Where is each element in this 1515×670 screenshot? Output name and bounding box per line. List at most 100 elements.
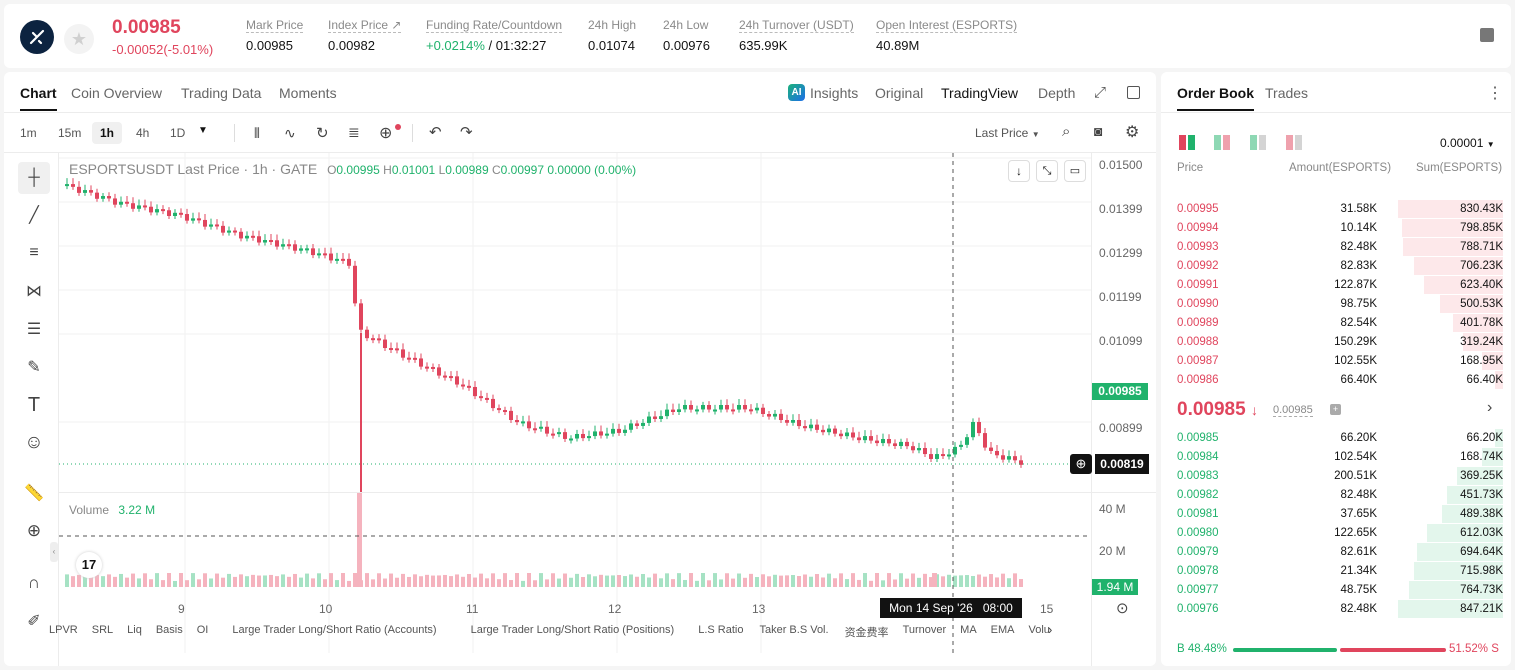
text-icon[interactable]: T xyxy=(27,393,41,416)
indicator-item[interactable]: OI xyxy=(196,624,209,636)
tab-trading-data[interactable]: Trading Data xyxy=(181,85,262,101)
expand-icon[interactable]: ⤢ xyxy=(1094,84,1107,101)
trend-line-icon[interactable]: ╱ xyxy=(29,207,39,224)
tab-moments[interactable]: Moments xyxy=(279,85,337,101)
ask-row[interactable]: 0.00991 122.87K 623.40K xyxy=(1173,276,1503,295)
brush-icon[interactable]: ✎ xyxy=(27,359,41,376)
ruler-icon[interactable]: 📏 xyxy=(24,485,44,502)
bid-row[interactable]: 0.00976 82.48K 847.21K xyxy=(1173,600,1503,619)
tf-4h[interactable]: 4h xyxy=(136,126,150,140)
indicator-item[interactable]: MA xyxy=(960,624,977,636)
chevron-right-icon[interactable]: › xyxy=(1487,399,1493,416)
bid-row[interactable]: 0.00982 82.48K 451.73K xyxy=(1173,486,1503,505)
view-split-icon[interactable] xyxy=(1214,135,1230,150)
indicator-item[interactable]: Turnover xyxy=(902,624,947,636)
view-bids-icon[interactable] xyxy=(1250,135,1266,150)
stat-label[interactable]: Index Price ↗ xyxy=(328,18,402,33)
bid-row[interactable]: 0.00977 48.75K 764.73K xyxy=(1173,581,1503,600)
ask-row[interactable]: 0.00993 82.48K 788.71K xyxy=(1173,238,1503,257)
emoji-icon[interactable]: ☺ xyxy=(24,432,44,453)
indicator-item[interactable]: Large Trader Long/Short Ratio (Positions… xyxy=(470,624,675,636)
tf-1h[interactable]: 1h xyxy=(92,122,123,144)
collapse-toolbar-icon[interactable]: ‹ xyxy=(50,542,58,562)
candle-body xyxy=(191,218,195,221)
indicator-item[interactable]: Large Trader Long/Short Ratio (Accounts) xyxy=(232,624,437,636)
redo-icon[interactable]: ↷ xyxy=(460,124,473,141)
tab-trades[interactable]: Trades xyxy=(1265,85,1309,101)
bid-row[interactable]: 0.00985 66.20K 66.20K xyxy=(1173,429,1503,448)
ask-row[interactable]: 0.00995 31.58K 830.43K xyxy=(1173,200,1503,219)
zoom-in-icon[interactable]: ⊕ xyxy=(26,521,42,540)
tab-order-book[interactable]: Order Book xyxy=(1177,85,1255,111)
camera-icon[interactable]: ◙ xyxy=(1094,123,1103,139)
bid-row[interactable]: 0.00981 37.65K 489.38K xyxy=(1173,505,1503,524)
tab-chart[interactable]: Chart xyxy=(20,85,57,111)
notes-icon[interactable] xyxy=(1480,28,1494,42)
stat-label[interactable]: Open Interest (ESPORTS) xyxy=(876,18,1018,33)
indicator-item[interactable]: Taker B.S Vol. xyxy=(759,624,829,636)
indicators-icon[interactable]: ∿ xyxy=(284,125,296,141)
add-indicator-icon[interactable]: ⊕ xyxy=(379,125,393,142)
magnet-icon[interactable]: ∩ xyxy=(27,573,41,592)
tradingview-logo[interactable]: 17 xyxy=(76,552,102,578)
view-asks-icon[interactable] xyxy=(1286,135,1302,150)
price-type-select[interactable]: Last Price ▼ xyxy=(975,126,1040,140)
tab-tradingview[interactable]: TradingView xyxy=(941,85,1019,101)
ask-row[interactable]: 0.00992 82.83K 706.23K xyxy=(1173,257,1503,276)
undo-icon[interactable]: ↶ xyxy=(429,124,442,141)
bid-row[interactable]: 0.00984 102.54K 168.74K xyxy=(1173,448,1503,467)
collapse-icon[interactable]: ⤡ xyxy=(1036,160,1058,182)
crosshair-icon[interactable]: ┼ xyxy=(18,162,50,194)
price-chart[interactable] xyxy=(59,153,1092,653)
pattern-icon[interactable]: ⋈ xyxy=(26,283,42,300)
indicator-item[interactable]: Basis xyxy=(155,624,183,636)
tf-1m[interactable]: 1m xyxy=(20,126,37,140)
tab-depth[interactable]: Depth xyxy=(1038,85,1076,101)
tab-insights[interactable]: Insights xyxy=(810,85,859,101)
ask-row[interactable]: 0.00986 66.40K 66.40K xyxy=(1173,371,1503,390)
candle-type-icon[interactable]: ⫴ xyxy=(254,125,260,141)
indicator-item[interactable]: LPVR xyxy=(49,624,78,636)
chart-settings-icon[interactable]: ⊙ xyxy=(1116,600,1129,617)
tab-coin-overview[interactable]: Coin Overview xyxy=(71,85,163,101)
add-alert-icon[interactable]: ⊕ xyxy=(1070,454,1092,474)
search-icon[interactable]: ⌕ xyxy=(1062,123,1071,140)
gear-icon[interactable]: ⚙ xyxy=(1125,124,1140,141)
horizontal-lines-icon[interactable]: ≡ xyxy=(29,244,39,261)
window-icon[interactable] xyxy=(1127,86,1140,99)
stat-label[interactable]: 24h Turnover (USDT) xyxy=(739,18,854,33)
pencil-icon[interactable]: ✐ xyxy=(27,613,41,630)
view-both-icon[interactable] xyxy=(1179,135,1195,150)
more-icon[interactable]: ⋮ xyxy=(1487,85,1503,102)
ask-row[interactable]: 0.00989 82.54K 401.78K xyxy=(1173,314,1503,333)
ask-row[interactable]: 0.00990 98.75K 500.53K xyxy=(1173,295,1503,314)
bid-row[interactable]: 0.00979 82.61K 694.64K xyxy=(1173,543,1503,562)
maximize-icon[interactable]: ▭ xyxy=(1064,160,1086,182)
precision-select[interactable]: 0.00001 ▼ xyxy=(1440,136,1495,150)
indicator-item[interactable]: Volu xyxy=(1028,624,1050,636)
bid-row[interactable]: 0.00978 21.34K 715.98K xyxy=(1173,562,1503,581)
ask-row[interactable]: 0.00988 150.29K 319.24K xyxy=(1173,333,1503,352)
indicator-item[interactable]: 资金费率 xyxy=(844,627,889,639)
replay-icon[interactable]: ↻ xyxy=(316,125,329,142)
tab-original[interactable]: Original xyxy=(875,85,924,101)
tf-1d[interactable]: 1D xyxy=(170,126,186,140)
stat-label[interactable]: Funding Rate/Countdown xyxy=(426,18,563,33)
fib-icon[interactable]: ☰ xyxy=(26,321,42,338)
tf-15m[interactable]: 15m xyxy=(58,126,82,140)
favorite-star-icon[interactable]: ★ xyxy=(64,24,94,54)
chevron-down-icon[interactable]: ▼ xyxy=(198,125,208,136)
ask-row[interactable]: 0.00994 10.14K 798.85K xyxy=(1173,219,1503,238)
indicator-item[interactable]: SRL xyxy=(91,624,114,636)
arrow-down-icon[interactable]: ↓ xyxy=(1008,160,1030,182)
indicator-item[interactable]: L.S Ratio xyxy=(698,624,744,636)
indicator-item[interactable]: Liq xyxy=(127,624,142,636)
chevron-right-icon[interactable]: › xyxy=(1048,622,1053,637)
volume-bar xyxy=(263,575,267,587)
ask-row[interactable]: 0.00987 102.55K 168.95K xyxy=(1173,352,1503,371)
bid-row[interactable]: 0.00983 200.51K 369.25K xyxy=(1173,467,1503,486)
bid-row[interactable]: 0.00980 122.65K 612.03K xyxy=(1173,524,1503,543)
indicator-item[interactable]: EMA xyxy=(990,624,1015,636)
stat-label[interactable]: Mark Price xyxy=(246,18,304,33)
templates-icon[interactable]: ≣ xyxy=(348,124,360,140)
